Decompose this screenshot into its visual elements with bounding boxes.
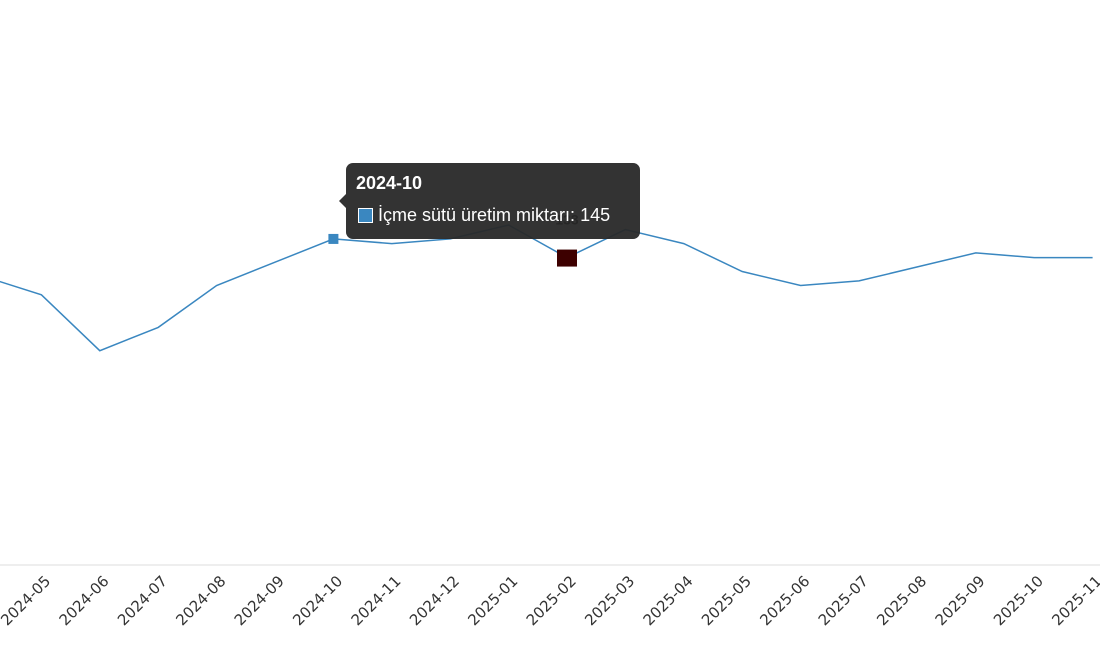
tooltip-row: İçme sütü üretim miktarı : 145: [358, 205, 610, 226]
x-tick-label: 2025-11: [1048, 572, 1100, 629]
x-tick-label: 2025-05: [698, 572, 755, 629]
x-tick-label: 2025-06: [756, 572, 813, 629]
x-tick-label: 2024-07: [114, 572, 171, 629]
tooltip-title: 2024-10: [356, 173, 423, 193]
x-axis-ticks: 2024-05 2024-06 2024-07 2024-08 2024-09 2024-…: [0, 572, 1100, 629]
x-tick-label: 2025-03: [581, 572, 638, 629]
x-tick-label: 2025-01: [464, 572, 521, 629]
series-line: [0, 224, 1093, 352]
x-tick-label: 2024-10: [289, 572, 346, 629]
highlighted-point-marker[interactable]: [328, 233, 339, 244]
tooltip-arrow: [339, 194, 346, 208]
tooltip-separator: :: [570, 205, 581, 225]
x-tick-label: 2024-06: [56, 572, 113, 629]
tooltip-value: 145: [580, 205, 611, 225]
x-tick-label: 2024-11: [348, 572, 405, 629]
x-tick-label: 2024-09: [231, 572, 288, 629]
x-tick-label: 2025-04: [640, 572, 697, 629]
x-tick-label: 2025-07: [815, 572, 872, 629]
tooltip-series-name: İçme sütü üretim miktarı: [378, 205, 571, 225]
data-point-marker[interactable]: [557, 249, 577, 267]
x-tick-label: 2024-05: [0, 572, 54, 629]
x-tick-label: 2025-10: [990, 572, 1047, 629]
x-tick-label: 2025-02: [523, 572, 580, 629]
x-tick-label: 2024-12: [406, 572, 463, 629]
series-layer: [0, 224, 1093, 352]
tooltip-swatch: [358, 208, 373, 223]
x-tick-label: 2025-09: [932, 572, 989, 629]
tooltip: 2024-10 İçme sütü üretim miktarı : 145: [339, 163, 640, 239]
x-tick-label: 2025-08: [873, 572, 930, 629]
x-tick-label: 2024-08: [172, 572, 229, 629]
